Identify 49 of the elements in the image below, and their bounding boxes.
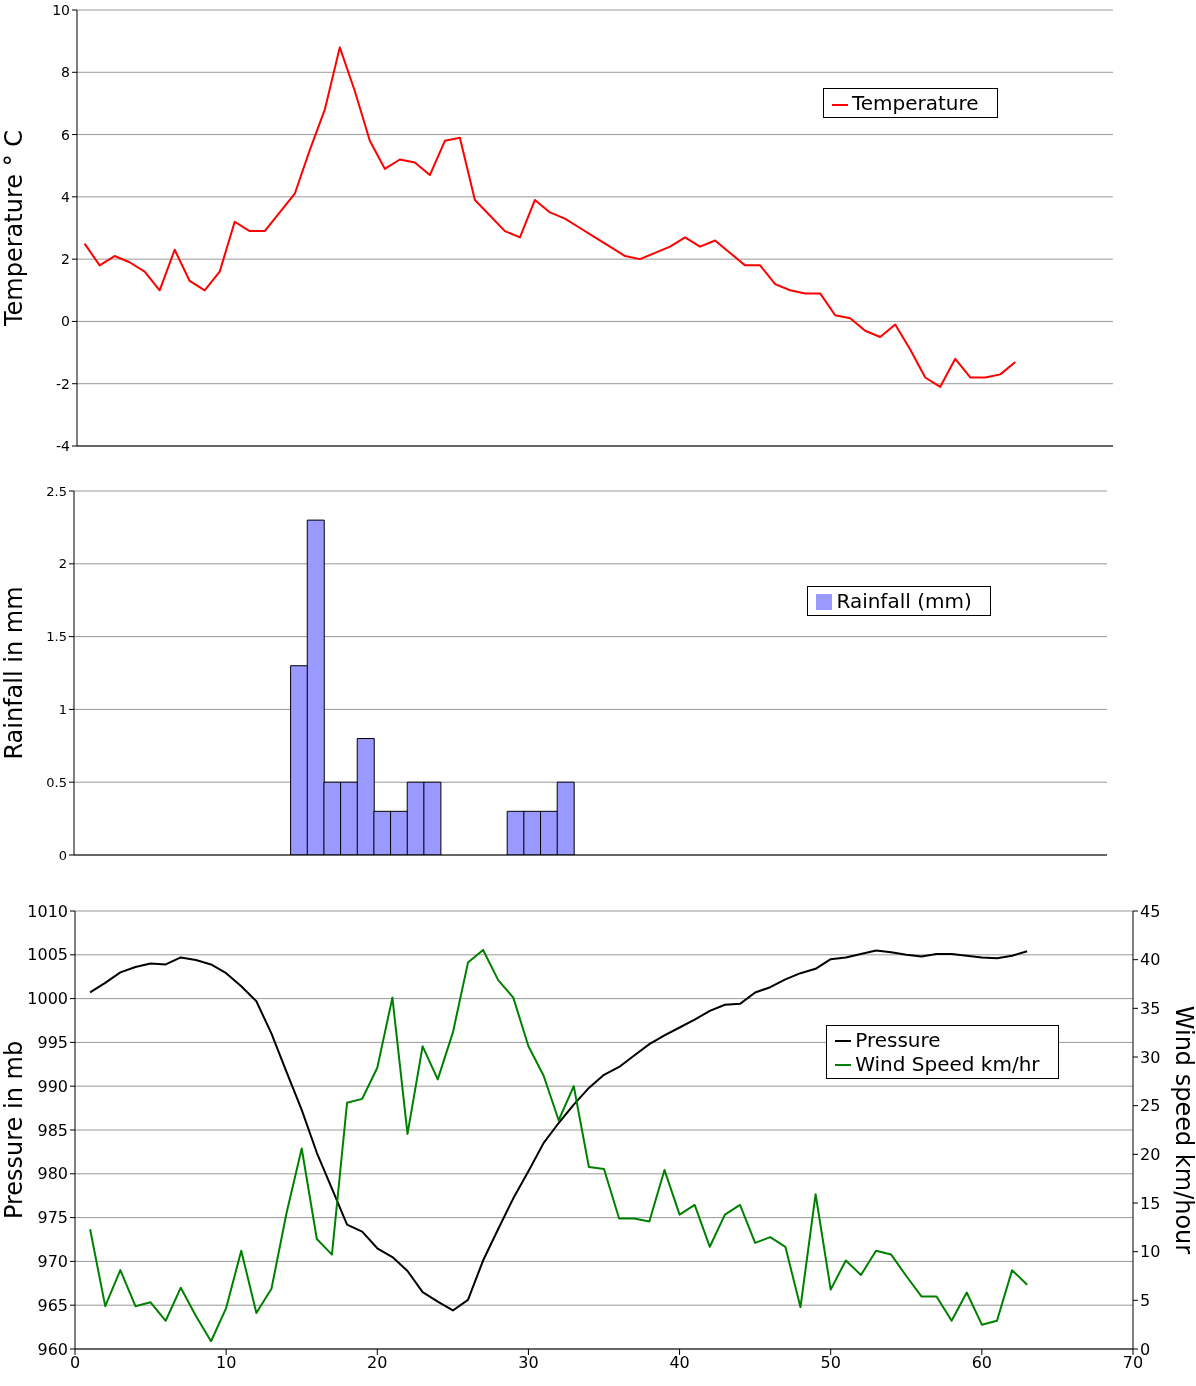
y2-tick-label: 15	[1140, 1193, 1161, 1213]
y-tick-label: 8	[61, 64, 70, 81]
y2-tick-label: 45	[1140, 901, 1161, 921]
y-tick-label: 2	[58, 556, 67, 572]
y-tick-label: 0.5	[46, 774, 67, 790]
x-tick-label: 50	[820, 1353, 841, 1373]
y-tick-label: 10	[52, 1, 70, 18]
y-tick-label: 965	[37, 1295, 68, 1315]
y-tick-label: 6	[61, 126, 71, 143]
y-tick-label: 2	[61, 251, 70, 268]
y-tick-label: 990	[37, 1076, 68, 1096]
y-tick-label: -4	[56, 437, 71, 454]
legend-label: Pressure	[855, 1027, 941, 1052]
y-tick-label: 1010	[27, 901, 68, 921]
y-tick-label: 960	[37, 1339, 68, 1359]
y-tick-label: 4	[61, 188, 71, 205]
y2-tick-label: 35	[1140, 999, 1161, 1019]
y-tick-label: -2	[56, 375, 70, 392]
x-tick-label: 60	[971, 1353, 993, 1373]
legend-label: Wind Speed km/hr	[855, 1051, 1040, 1076]
y-tick-label: 1	[58, 702, 67, 718]
y2-tick-label: 40	[1140, 950, 1161, 970]
y2-tick-label: 30	[1140, 1047, 1161, 1067]
y-tick-label: 0	[58, 847, 67, 863]
y-tick-label: 1.5	[46, 629, 67, 645]
x-tick-label: 30	[518, 1353, 539, 1373]
legend-label: Temperature	[851, 91, 979, 116]
y-tick-label: 1005	[27, 945, 68, 965]
x-tick-label: 10	[215, 1353, 237, 1373]
y2-tick-label: 5	[1140, 1291, 1151, 1311]
y-tick-label: 970	[37, 1252, 68, 1272]
x-tick-label: 20	[367, 1353, 388, 1373]
y-tick-label: 0	[61, 313, 70, 330]
line-series	[83, 46, 1017, 388]
y-tick-label: 995	[37, 1033, 68, 1053]
y-tick-label: 980	[37, 1164, 68, 1184]
y2-axis-title: Wind speed km/hour	[1170, 1005, 1196, 1255]
x-tick-label: 40	[669, 1353, 690, 1373]
y-axis-title: Temperature ° C	[0, 129, 28, 328]
legend-label: Rainfall (mm)	[836, 588, 972, 613]
y-tick-label: 2.5	[46, 483, 67, 499]
y2-tick-label: 10	[1140, 1242, 1161, 1262]
y-tick-label: 975	[37, 1208, 68, 1228]
y2-tick-label: 20	[1140, 1145, 1161, 1165]
y-tick-label: 985	[37, 1120, 68, 1140]
y-axis-title: Rainfall in mm	[0, 586, 28, 760]
y-axis-title: Pressure in mb	[0, 1040, 28, 1220]
y2-tick-label: 25	[1140, 1096, 1161, 1116]
y-tick-label: 1000	[27, 989, 68, 1009]
